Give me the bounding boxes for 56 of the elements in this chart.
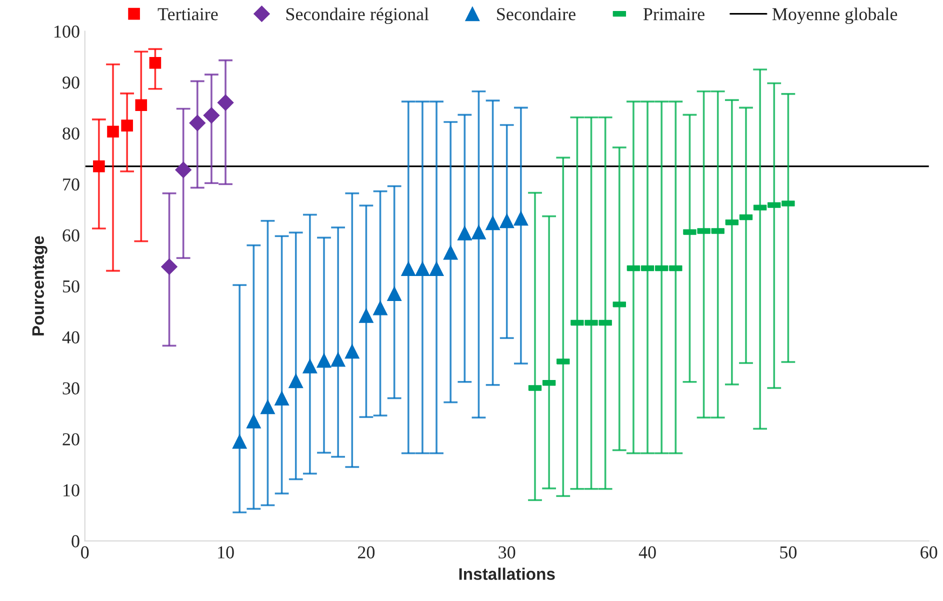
point [514,211,528,226]
x-tick-label: 10 [218,546,234,558]
y-tick-label: 10 [64,484,80,496]
y-tick-label: 40 [62,331,80,344]
y-tick-label: 100 [54,26,80,38]
legend-label: Tertiaire [158,8,218,20]
point [302,358,318,374]
x-tick-label: 0 [81,546,89,558]
point [372,300,388,316]
point [330,352,346,367]
x-axis-title: Installations [459,568,555,580]
point [358,308,374,323]
x-tick-label: 20 [358,546,375,558]
point [486,216,500,230]
point [471,224,486,240]
point [288,374,304,388]
point [232,434,247,449]
point [443,245,458,260]
y-tick-label: 80 [62,127,80,140]
point [175,162,192,178]
y-axis-title: Pourcentage [32,236,48,336]
point [217,94,234,111]
point [107,126,119,138]
point [344,344,360,359]
legend-label: Primaire [643,8,704,20]
y-tick-label: 20 [62,433,80,446]
point [316,353,332,368]
point [457,226,472,240]
point [429,261,444,276]
point [246,414,261,428]
x-tick-label: 30 [498,546,516,558]
y-tick-label: 0 [72,535,80,548]
point [260,400,276,414]
x-tick-label: 40 [638,546,656,558]
point [203,107,220,124]
legend-label: Secondaire régional [286,8,429,24]
y-tick-label: 70 [63,178,80,191]
y-tick-label: 90 [62,76,80,89]
point [274,390,290,406]
point [121,120,133,132]
x-tick-label: 60 [920,546,938,558]
point [387,286,402,302]
y-tick-label: 50 [63,280,80,293]
point [500,214,514,228]
point [149,56,162,69]
legend-label: Moyenne globale [772,8,898,24]
point [401,261,416,276]
y-tick-label: 30 [62,382,80,394]
point [93,160,105,172]
legend-label: Secondaire [497,8,576,20]
point [189,114,206,132]
point [135,99,148,112]
x-tick-label: 50 [780,546,797,558]
point [161,258,178,275]
point [415,261,430,276]
y-tick-label: 60 [62,229,80,242]
